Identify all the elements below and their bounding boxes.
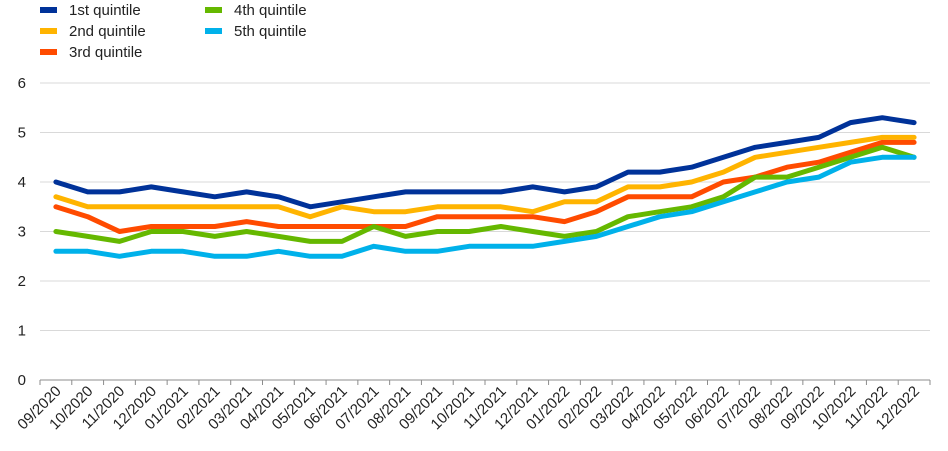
legend-swatch-1st-quintile xyxy=(40,7,57,13)
y-tick-label: 2 xyxy=(18,273,26,290)
legend-item-2nd-quintile: 2nd quintile xyxy=(38,21,146,41)
legend-swatch-4th-quintile xyxy=(205,7,222,13)
y-tick-label: 3 xyxy=(18,224,26,241)
y-tick-label: 6 xyxy=(18,75,26,92)
y-tick-label: 4 xyxy=(18,174,26,191)
legend-swatch-3rd-quintile xyxy=(40,49,57,55)
series-line-5 xyxy=(53,154,917,259)
legend-label-2nd-quintile: 2nd quintile xyxy=(69,22,146,40)
y-tick-label: 5 xyxy=(18,125,26,142)
y-tick-label: 1 xyxy=(18,323,26,340)
legend-swatch-5th-quintile xyxy=(205,28,222,34)
legend-item-3rd-quintile: 3rd quintile xyxy=(38,42,142,62)
legend-item-1st-quintile: 1st quintile xyxy=(38,0,141,20)
series-line-3 xyxy=(53,139,917,234)
y-tick-labels: 0 1 2 3 4 5 6 xyxy=(18,75,26,389)
legend: 1st quintile 2nd quintile 3rd quintile 4… xyxy=(0,0,948,64)
x-tick-labels: 09/202010/202011/202012/202001/202102/20… xyxy=(14,383,923,433)
series-line-2 xyxy=(53,134,917,220)
legend-label-3rd-quintile: 3rd quintile xyxy=(69,43,143,61)
series-lines xyxy=(53,115,917,259)
series-line-1 xyxy=(53,115,917,210)
legend-label-4th-quintile: 4th quintile xyxy=(234,1,307,19)
axes xyxy=(39,379,931,385)
legend-item-4th-quintile: 4th quintile xyxy=(203,0,307,20)
legend-item-5th-quintile: 5th quintile xyxy=(203,21,307,41)
series-line-4 xyxy=(53,144,917,244)
legend-swatch-2nd-quintile xyxy=(40,28,57,34)
legend-label-1st-quintile: 1st quintile xyxy=(69,1,141,19)
legend-label-5th-quintile: 5th quintile xyxy=(234,22,307,40)
y-tick-label: 0 xyxy=(18,372,26,389)
